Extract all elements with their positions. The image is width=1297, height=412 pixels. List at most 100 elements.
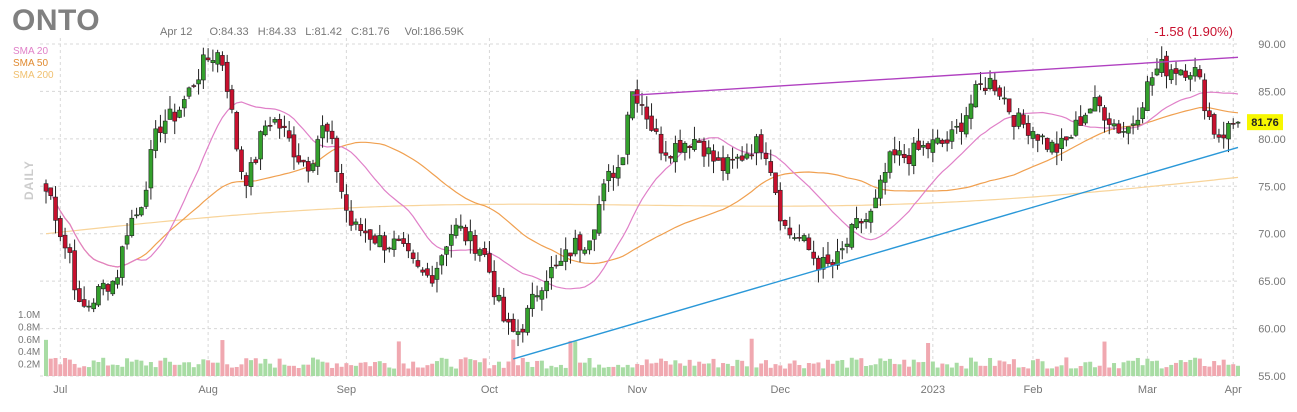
candle-body: [1073, 119, 1079, 136]
candle-body: [1049, 141, 1055, 153]
candle-body: [386, 247, 392, 250]
candle-body: [1235, 121, 1241, 124]
candle-body: [539, 290, 545, 300]
candle-body: [81, 299, 87, 307]
legend-sma50: SMA 50: [13, 58, 49, 69]
volume-bar: [630, 367, 635, 376]
candle-body: [897, 150, 902, 156]
volume-bar: [759, 363, 764, 376]
candle-body: [668, 156, 673, 159]
candle-body: [1149, 77, 1155, 86]
sma50-line: [45, 106, 1239, 268]
candle-body: [391, 238, 397, 250]
volume-bar: [792, 360, 797, 376]
volume-bar: [554, 367, 559, 376]
volume-bar: [330, 367, 335, 376]
candle-body: [878, 179, 883, 199]
volume-bar: [1045, 368, 1050, 376]
volume-bar: [640, 365, 644, 376]
candle-body: [1183, 70, 1188, 78]
volume-bar: [191, 367, 196, 376]
volume-bar: [964, 368, 969, 376]
candle-body: [1011, 115, 1017, 127]
candle-body: [1035, 134, 1041, 141]
volume-bar: [287, 365, 292, 376]
volume-bar: [110, 364, 115, 376]
volume-bar: [187, 362, 192, 376]
volume-bar: [1121, 362, 1126, 376]
volume-bar: [592, 367, 597, 376]
candle-body: [248, 162, 254, 187]
candle-body: [1211, 114, 1217, 135]
volume-bar: [854, 359, 859, 376]
candle-body: [582, 249, 588, 254]
candle-body: [115, 277, 120, 285]
volume-bar: [659, 358, 664, 376]
volume-bar: [568, 340, 573, 376]
candle-body: [744, 153, 750, 159]
candle-body: [162, 120, 168, 134]
support-trendline: [513, 146, 1239, 360]
candle-body: [1154, 68, 1160, 76]
candle-body: [625, 114, 630, 155]
volume-bar: [1050, 368, 1055, 376]
volume-bar: [1178, 360, 1183, 376]
candle-body: [1168, 69, 1174, 81]
candle-body: [725, 157, 731, 174]
candle-body: [372, 235, 378, 244]
candle-body: [1006, 98, 1012, 113]
volume-bar: [296, 367, 301, 376]
candle-body: [286, 130, 292, 139]
volume-bar: [91, 360, 96, 376]
candle-body: [100, 282, 106, 290]
candle-body: [496, 294, 502, 301]
resistance-trendline: [632, 56, 1239, 96]
volume-bar: [377, 361, 382, 376]
candle-body: [1197, 69, 1203, 78]
volume-bar: [1159, 368, 1164, 376]
volume-bar: [601, 367, 606, 376]
volume-bar: [1092, 367, 1097, 376]
volume-bar: [701, 363, 706, 376]
candle-body: [692, 139, 697, 150]
candle-body: [739, 155, 745, 161]
candle-body: [1130, 123, 1136, 126]
candle-body: [558, 260, 564, 266]
candle-body: [634, 89, 640, 104]
candle-body: [687, 145, 692, 148]
candle-body: [787, 227, 793, 236]
candle-body: [501, 296, 507, 322]
volume-bar: [463, 357, 468, 376]
volume-bar: [496, 361, 501, 376]
candle-body: [1068, 137, 1074, 139]
candle-body: [491, 270, 497, 298]
readout-close: C:81.76: [351, 26, 390, 38]
price-tick-label: 65.00: [1258, 276, 1286, 288]
volume-bar: [563, 367, 568, 376]
volume-bar: [654, 362, 659, 376]
volume-bar: [692, 365, 697, 376]
candle-body: [1054, 143, 1060, 153]
candle-body: [901, 153, 907, 159]
volume-bar: [1212, 361, 1217, 376]
candle-body: [1216, 134, 1222, 138]
volume-bar: [687, 359, 692, 376]
volume-bar: [458, 359, 463, 376]
candle-body: [329, 130, 335, 139]
volume-bar: [763, 360, 768, 376]
candle-body: [186, 87, 192, 97]
volume-bar: [1026, 368, 1031, 376]
candle-body: [196, 79, 201, 85]
candle-body: [873, 197, 878, 209]
candle-body: [711, 150, 716, 162]
price-tick-label: 60.00: [1258, 324, 1286, 336]
candle-body: [58, 218, 63, 238]
volume-bar: [959, 365, 964, 376]
candle-body: [1083, 114, 1088, 124]
volume-bar: [1097, 365, 1102, 376]
volume-bar: [1126, 360, 1131, 376]
volume-bar: [320, 361, 325, 376]
candle-body: [777, 189, 783, 222]
volume-bar: [234, 366, 239, 376]
volume-bar: [682, 365, 687, 376]
